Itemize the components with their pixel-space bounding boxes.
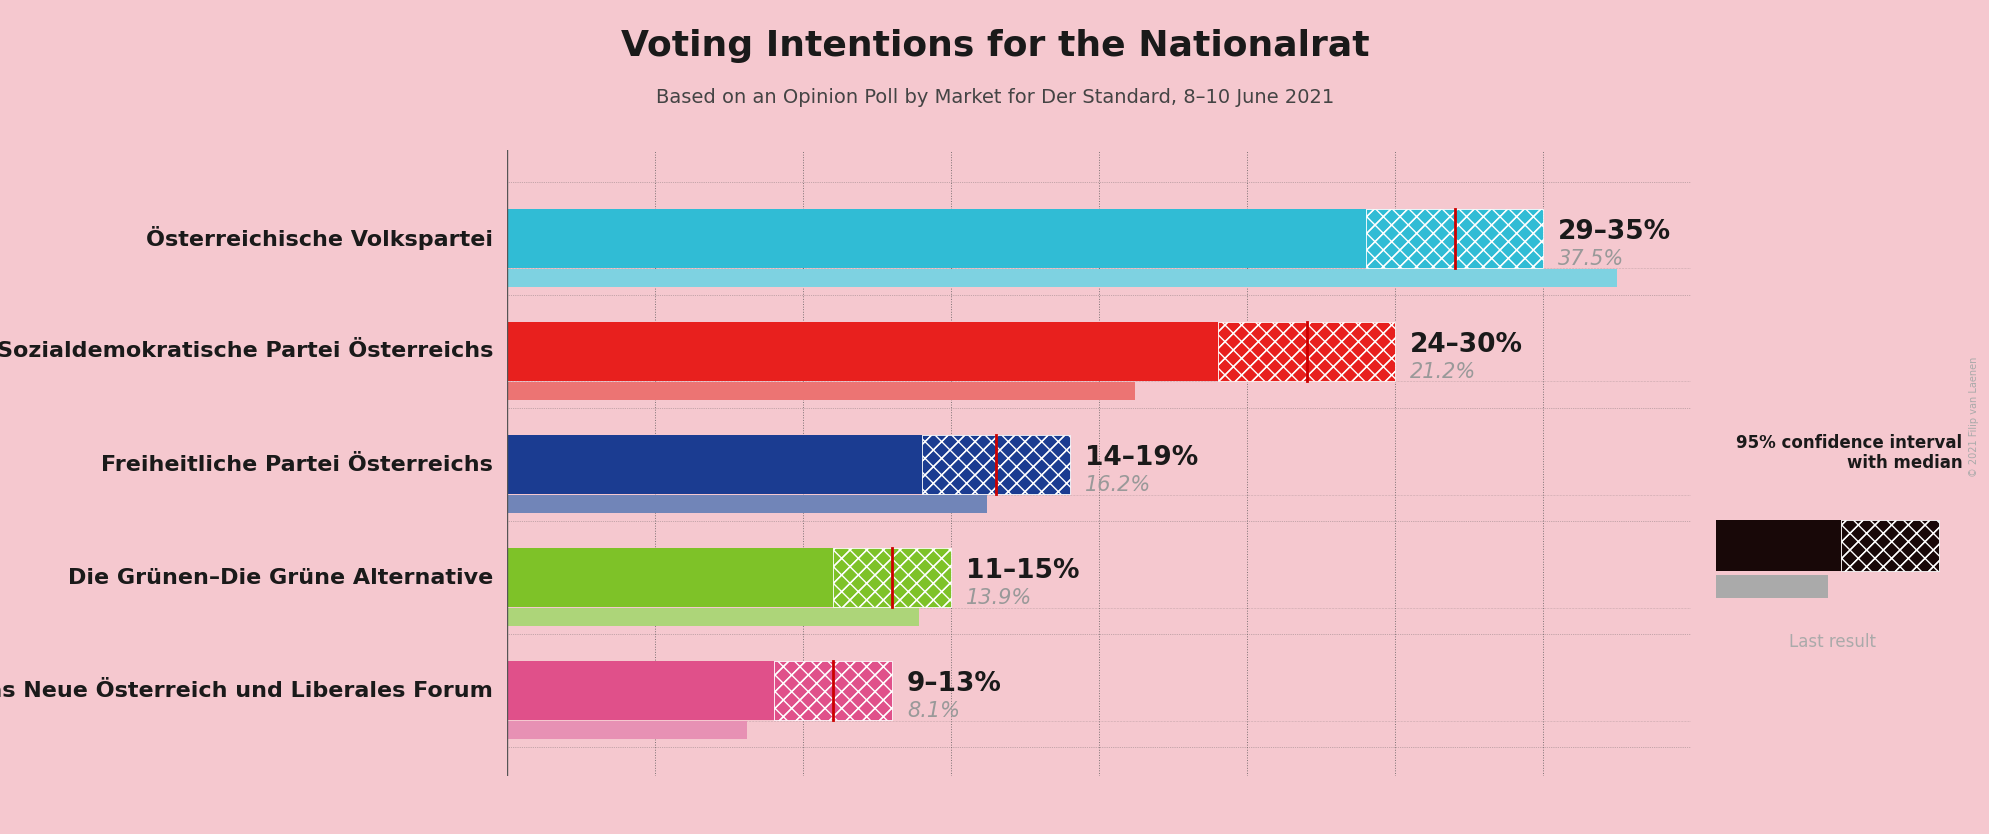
Bar [507, 435, 921, 494]
Bar [507, 435, 1070, 494]
Text: Last result: Last result [1788, 633, 1876, 651]
Text: Voting Intentions for the Nationalrat: Voting Intentions for the Nationalrat [621, 29, 1368, 63]
Bar [1217, 322, 1394, 381]
Text: 9–13%: 9–13% [907, 671, 1000, 697]
Bar [1217, 322, 1394, 381]
Bar [507, 382, 1134, 400]
Text: 21.2%: 21.2% [1410, 362, 1476, 382]
Text: 95% confidence interval
with median: 95% confidence interval with median [1734, 434, 1961, 473]
Bar [774, 661, 891, 721]
Text: 37.5%: 37.5% [1557, 249, 1623, 269]
Bar [921, 435, 1070, 494]
Bar [833, 548, 951, 607]
Text: Sozialdemokratische Partei Österreichs: Sozialdemokratische Partei Österreichs [0, 341, 493, 361]
Bar [1364, 209, 1543, 268]
Bar [507, 548, 833, 607]
Bar [507, 495, 987, 513]
Text: Österreichische Volkspartei: Österreichische Volkspartei [145, 226, 493, 250]
Bar [507, 548, 951, 607]
Bar [1840, 520, 1937, 571]
Bar [1715, 520, 1840, 571]
Text: 8.1%: 8.1% [907, 701, 959, 721]
Bar [507, 209, 1364, 268]
Text: 29–35%: 29–35% [1557, 219, 1671, 244]
Bar [507, 322, 1217, 381]
Bar [774, 661, 891, 721]
Text: NEOS–Das Neue Österreich und Liberales Forum: NEOS–Das Neue Österreich und Liberales F… [0, 681, 493, 701]
Text: Die Grünen–Die Grüne Alternative: Die Grünen–Die Grüne Alternative [68, 568, 493, 588]
Bar [507, 661, 774, 721]
Text: 16.2%: 16.2% [1084, 475, 1150, 495]
Bar [507, 322, 1394, 381]
Text: 24–30%: 24–30% [1410, 332, 1522, 358]
Bar [507, 721, 746, 740]
Text: Freiheitliche Partei Österreichs: Freiheitliche Partei Österreichs [101, 455, 493, 475]
Bar [507, 661, 891, 721]
Text: 14–19%: 14–19% [1084, 445, 1197, 470]
Text: 13.9%: 13.9% [967, 588, 1032, 608]
Text: © 2021 Filip van Laenen: © 2021 Filip van Laenen [1967, 357, 1979, 477]
Bar [507, 269, 1617, 287]
Bar [833, 548, 951, 607]
Bar [1364, 209, 1543, 268]
Text: 11–15%: 11–15% [967, 558, 1080, 584]
Bar [507, 209, 1543, 268]
Text: Based on an Opinion Poll by Market for Der Standard, 8–10 June 2021: Based on an Opinion Poll by Market for D… [656, 88, 1333, 107]
Bar [921, 435, 1070, 494]
Bar [1840, 520, 1937, 571]
Bar [1715, 575, 1828, 599]
Bar [507, 608, 919, 626]
